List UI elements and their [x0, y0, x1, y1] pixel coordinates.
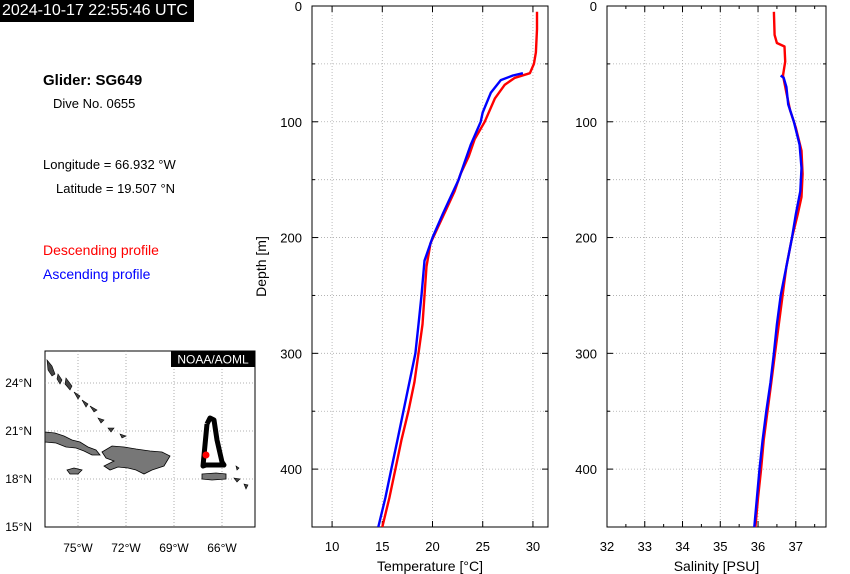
y-tick-label: 400	[280, 462, 302, 477]
map-lat-tick: 15°N	[5, 520, 32, 534]
cuba-landmass	[44, 431, 101, 456]
x-tick-label: 10	[325, 539, 339, 554]
map-lat-ticks: 24°N 21°N 18°N 15°N	[5, 376, 32, 534]
y-tick-label: 400	[575, 462, 597, 477]
longitude-label: Longitude = 66.932 °W	[43, 157, 176, 172]
y-axis-label: Depth [m]	[253, 236, 269, 297]
x-axis-label: Temperature [°C]	[377, 558, 483, 574]
series-line-ascending	[377, 72, 524, 528]
map-lon-ticks: 75°W 72°W 69°W 66°W	[63, 541, 237, 555]
y-tick-label: 300	[280, 346, 302, 361]
x-tick-label: 34	[675, 539, 689, 554]
y-tick-label: 100	[575, 115, 597, 130]
y-tick-label: 300	[575, 346, 597, 361]
x-tick-label: 37	[789, 539, 803, 554]
x-tick-label: 25	[475, 539, 489, 554]
x-tick-label: 20	[425, 539, 439, 554]
glider-track	[200, 415, 227, 469]
legend-ascending: Ascending profile	[43, 266, 151, 282]
map-lat-tick: 24°N	[5, 376, 32, 390]
x-tick-label: 32	[600, 539, 614, 554]
y-tick-label: 200	[575, 231, 597, 246]
hispaniola-landmass	[101, 445, 171, 475]
latitude-label: Latitude = 19.507 °N	[56, 181, 176, 196]
dive-number: Dive No. 0655	[53, 96, 136, 111]
location-map: NOAA/AOML 24°N 21°N 18°N 15°N 75°W 72°W …	[5, 350, 256, 555]
y-tick-label: 0	[295, 0, 302, 14]
map-lon-tick: 75°W	[63, 541, 93, 555]
map-lon-tick: 66°W	[207, 541, 237, 555]
jamaica-landmass	[66, 467, 83, 475]
map-lon-tick: 72°W	[111, 541, 141, 555]
y-tick-label: 0	[590, 0, 597, 14]
map-badge: NOAA/AOML	[177, 353, 249, 367]
x-tick-label: 35	[713, 539, 727, 554]
map-lat-tick: 18°N	[5, 472, 32, 486]
plot-frame	[606, 5, 827, 528]
series-line-descending	[381, 11, 539, 528]
map-badge-bg	[171, 351, 255, 367]
map-lat-tick: 21°N	[5, 424, 32, 438]
y-tick-label: 100	[280, 115, 302, 130]
bahamas-islands	[46, 359, 249, 490]
x-tick-label: 15	[375, 539, 389, 554]
series-line-ascending	[753, 74, 803, 528]
x-tick-label: 33	[638, 539, 652, 554]
map-lon-tick: 69°W	[159, 541, 189, 555]
puerto-rico-landmass	[201, 472, 227, 481]
map-frame	[44, 350, 256, 528]
legend-descending: Descending profile	[43, 242, 159, 258]
timestamp-label: 2024-10-17 22:55:46 UTC	[0, 0, 194, 22]
x-tick-label: 30	[526, 539, 540, 554]
x-axis-label: Salinity [PSU]	[674, 558, 760, 574]
glider-title: Glider: SG649	[43, 72, 143, 89]
plot-frame	[311, 5, 549, 528]
salinity-profile-chart: 32 33 34 35 36 37 0 100 200 300 400 Salinity [PSU]	[575, 0, 827, 574]
glider-position-marker	[202, 451, 210, 459]
x-tick-label: 36	[751, 539, 765, 554]
y-tick-label: 200	[280, 231, 302, 246]
